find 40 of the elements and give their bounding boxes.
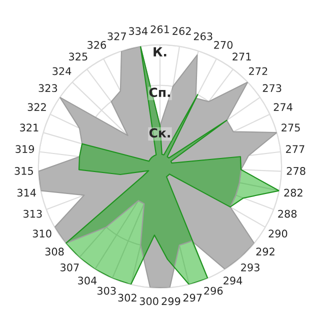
spoke-label: 319 [16, 145, 34, 154]
spoke-label: 263 [194, 32, 212, 40]
spoke-label: 288 [278, 210, 297, 218]
spoke-label: 274 [274, 103, 292, 111]
spoke-label: 277 [286, 145, 304, 153]
spoke-label: 294 [224, 276, 242, 285]
spoke-label: 292 [256, 248, 274, 256]
spoke-label: 325 [69, 52, 88, 61]
spoke-label: 323 [38, 84, 58, 92]
spoke-label: 321 [20, 124, 38, 132]
y-tick-label: К. [154, 47, 166, 56]
spoke-label: 278 [286, 167, 306, 175]
spoke-label: 310 [32, 230, 52, 238]
spoke-label: 293 [241, 263, 260, 272]
spoke-label: 261 [150, 25, 169, 34]
spoke-label: 315 [14, 167, 33, 175]
spoke-label: 296 [204, 286, 223, 295]
spoke-label: 307 [60, 263, 79, 272]
spoke-label: 275 [282, 124, 300, 132]
spoke-label: 297 [183, 294, 202, 302]
spoke-label: 290 [268, 230, 288, 238]
spoke-label: 272 [249, 67, 268, 75]
spoke-label: 304 [78, 276, 97, 285]
spoke-label: 324 [52, 67, 72, 76]
spoke-label: 334 [129, 27, 148, 36]
spoke-label: 326 [88, 40, 106, 49]
spoke-label: 314 [17, 188, 36, 197]
spoke-label: 308 [45, 248, 64, 256]
spoke-label: 270 [214, 40, 233, 49]
spoke-label: 302 [118, 294, 136, 302]
spoke-label: 262 [172, 27, 191, 36]
spoke-label: 313 [24, 210, 42, 218]
spoke-label: 299 [162, 297, 180, 306]
spoke-label: 300 [140, 297, 158, 306]
spoke-label: 303 [97, 286, 116, 295]
spoke-label: 282 [284, 188, 302, 197]
spoke-label: 271 [232, 52, 251, 60]
spoke-label: 322 [28, 103, 46, 112]
spoke-label: 273 [262, 84, 282, 92]
spoke-label: 327 [108, 32, 126, 40]
